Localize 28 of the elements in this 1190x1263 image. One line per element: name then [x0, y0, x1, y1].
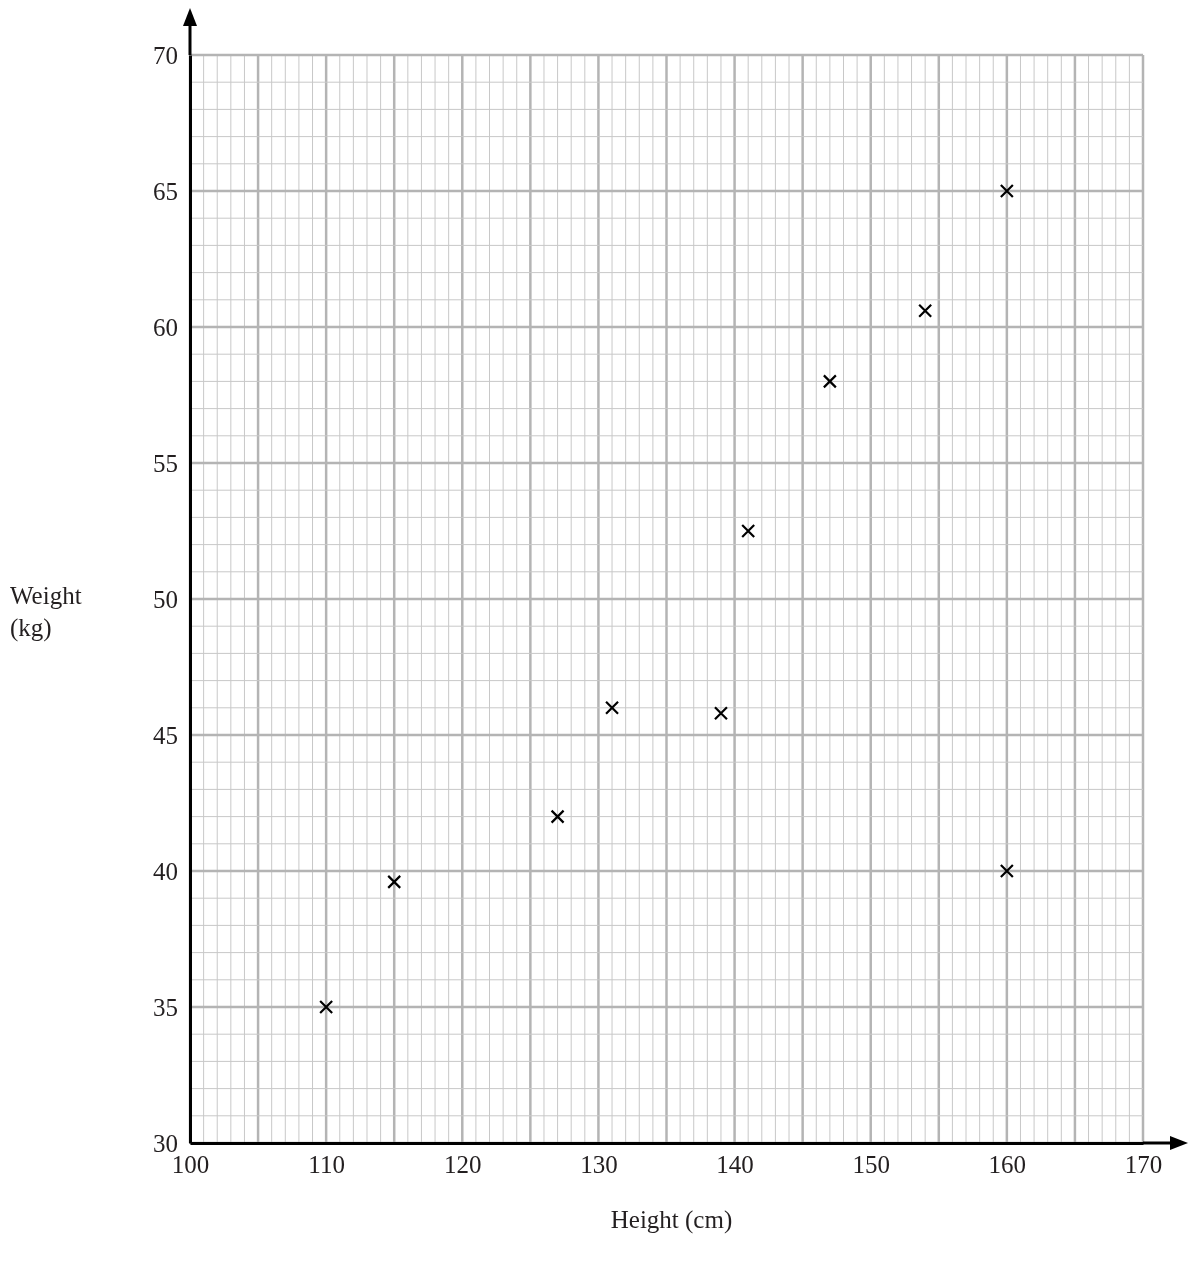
y-axis-title: Weight (kg)	[10, 582, 82, 642]
point	[387, 874, 402, 889]
x-tick-label: 140	[716, 1150, 754, 1178]
point	[999, 183, 1014, 199]
x-tick-label: 150	[852, 1150, 890, 1178]
y-tick-label: 55	[153, 449, 178, 477]
x-axis-title: Height (cm)	[610, 1206, 733, 1234]
point	[550, 809, 565, 824]
x-tick-label: 120	[444, 1150, 482, 1178]
y-tick-label: 35	[153, 993, 178, 1021]
y-tick-label: 30	[153, 1129, 178, 1157]
point	[741, 523, 756, 539]
point	[713, 706, 729, 721]
y-tick-label: 40	[153, 857, 178, 885]
y-tick-label: 60	[153, 313, 178, 341]
y-tick-label: 45	[153, 721, 178, 749]
x-tick-label: 160	[988, 1150, 1027, 1178]
x-tick-label: 130	[580, 1150, 618, 1178]
point	[604, 700, 620, 715]
y-tick-label: 65	[153, 177, 178, 205]
x-tick-label: 170	[1124, 1150, 1163, 1178]
point	[319, 999, 334, 1015]
point	[999, 863, 1014, 879]
y-tick-label: 70	[153, 41, 178, 69]
y-tick-label: 50	[153, 585, 178, 613]
point	[822, 374, 837, 389]
x-tick-label: 110	[308, 1150, 345, 1178]
point	[918, 303, 933, 318]
